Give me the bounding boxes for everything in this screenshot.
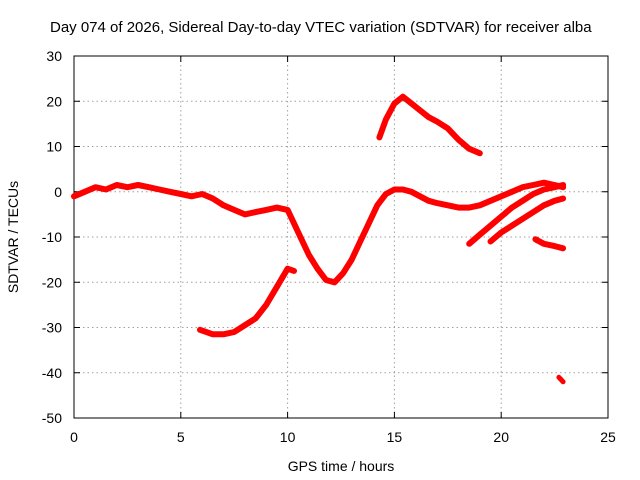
x-tick-label: 5 bbox=[177, 429, 185, 445]
chart-title: Day 074 of 2026, Sidereal Day-to-day VTE… bbox=[50, 19, 592, 36]
y-tick-label: -30 bbox=[42, 320, 62, 336]
y-tick-label: -40 bbox=[42, 365, 62, 381]
series-main-track bbox=[71, 179, 567, 286]
series-layer bbox=[71, 93, 567, 385]
y-tick-label: 10 bbox=[46, 139, 62, 155]
y-tick-label: 30 bbox=[46, 48, 62, 64]
y-tick-label: -10 bbox=[42, 229, 62, 245]
series-lower-rise bbox=[197, 265, 297, 338]
x-tick-label: 25 bbox=[600, 429, 616, 445]
y-tick-label: -50 bbox=[42, 410, 62, 426]
y-axis-label: SDTVAR / TECUs bbox=[5, 181, 21, 293]
x-tick-label: 15 bbox=[387, 429, 403, 445]
series-late-band-1 bbox=[466, 182, 567, 247]
series-late-band-2 bbox=[487, 195, 567, 245]
x-tick-label: 0 bbox=[70, 429, 78, 445]
y-tick-label: 0 bbox=[54, 184, 62, 200]
series-upper-arc bbox=[376, 93, 483, 157]
x-tick-label: 20 bbox=[493, 429, 509, 445]
y-tick-label: 20 bbox=[46, 93, 62, 109]
series-late-segment bbox=[532, 236, 567, 252]
x-axis-label: GPS time / hours bbox=[288, 458, 395, 474]
y-tick-labels: -50 -40 -30 -20 -10 0 10 20 30 bbox=[42, 48, 62, 426]
x-tick-label: 10 bbox=[280, 429, 296, 445]
x-tick-labels: 0 5 10 15 20 25 bbox=[70, 429, 616, 445]
series-late-point bbox=[556, 374, 566, 385]
grid bbox=[74, 56, 608, 418]
tick-marks bbox=[73, 55, 609, 419]
y-tick-label: -20 bbox=[42, 274, 62, 290]
